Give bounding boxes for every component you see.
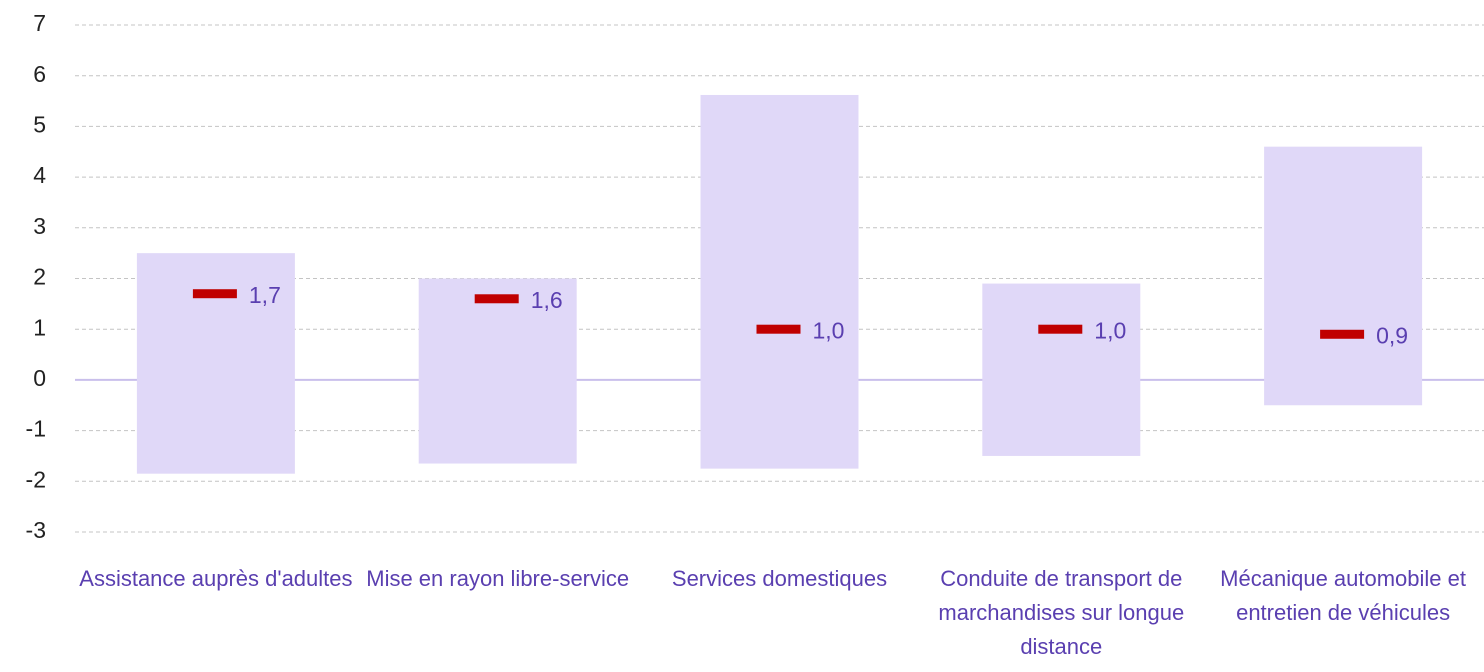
- x-tick-label: Conduite de transport de marchandises su…: [938, 566, 1185, 659]
- range-bar: [700, 94, 859, 469]
- marker: [474, 294, 519, 304]
- y-tick-label: 2: [33, 264, 46, 290]
- marker: [1320, 329, 1365, 339]
- marker: [1038, 324, 1083, 334]
- y-tick-label: 7: [33, 10, 46, 36]
- value-label: 1,6: [531, 287, 563, 313]
- y-tick-label: 0: [33, 365, 46, 391]
- y-tick-label: -3: [26, 517, 46, 543]
- range-bar: [982, 283, 1141, 456]
- x-tick-label: Assistance auprès d'adultes: [79, 566, 353, 591]
- y-tick-label: 4: [33, 162, 46, 188]
- y-tick-label: 1: [33, 314, 46, 340]
- y-tick-label: -2: [26, 466, 46, 492]
- marker: [192, 289, 237, 299]
- value-label: 1,0: [1094, 317, 1126, 343]
- value-label: 0,9: [1376, 322, 1408, 348]
- value-label: 1,0: [813, 317, 845, 343]
- x-tick-label: Services domestiques: [671, 566, 888, 591]
- y-tick-label: 5: [33, 111, 46, 137]
- range-bar: [418, 278, 577, 464]
- y-tick-label: 3: [33, 213, 46, 239]
- marker: [756, 324, 801, 334]
- range-bar: [1264, 146, 1423, 406]
- y-tick-label: 6: [33, 61, 46, 87]
- x-tick-label: Mise en rayon libre-service: [366, 566, 630, 591]
- x-tick-label: Mécanique automobile et entretien de véh…: [1220, 566, 1466, 625]
- value-label: 1,7: [249, 282, 281, 308]
- y-tick-label: -1: [26, 416, 46, 442]
